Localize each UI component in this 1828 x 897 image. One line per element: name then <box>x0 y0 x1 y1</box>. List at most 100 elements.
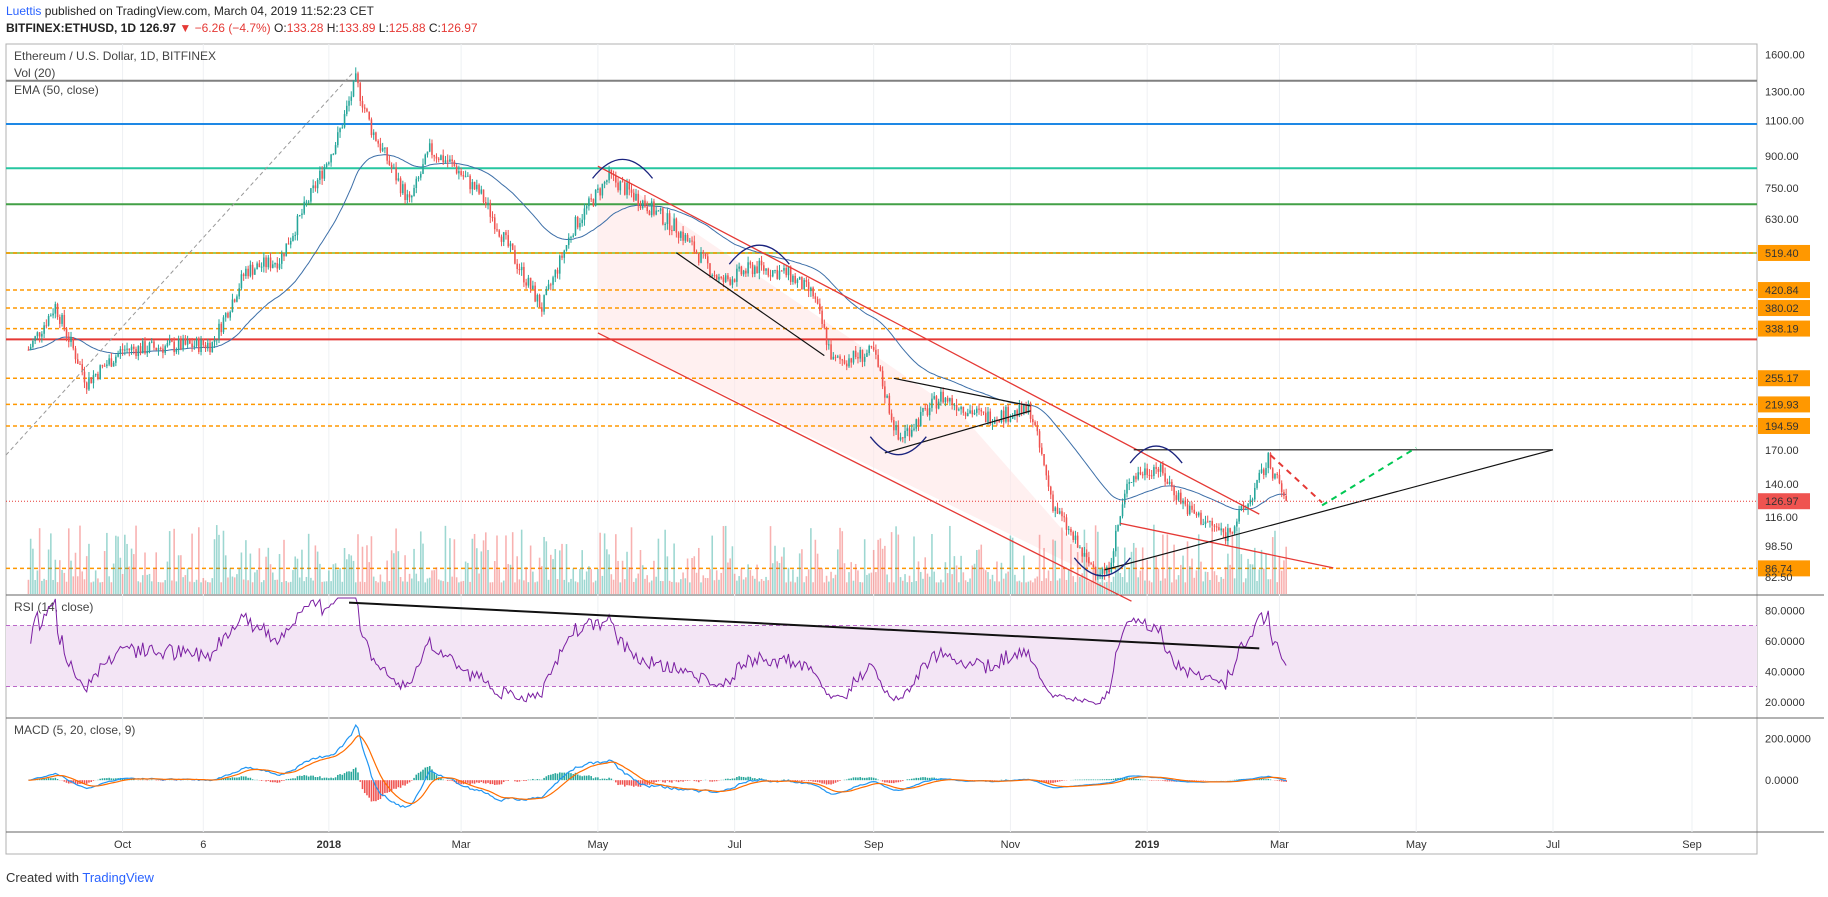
macd-hist-bar <box>1171 780 1173 782</box>
volume-bar <box>375 581 377 594</box>
macd-hist-bar <box>579 775 581 781</box>
candle-body <box>825 327 828 345</box>
volume-bar <box>119 557 122 594</box>
macd-hist-bar <box>1085 779 1088 781</box>
macd-hist-bar <box>332 778 335 781</box>
candle-body <box>287 243 290 245</box>
volume-bar <box>88 543 90 594</box>
macd-hist-bar <box>1164 780 1166 782</box>
candle-body <box>650 201 653 216</box>
volume-bar <box>1265 554 1267 594</box>
macd-hist-bar <box>861 777 864 781</box>
macd-hist-bar <box>807 780 810 782</box>
macd-hist-bar <box>467 780 469 783</box>
candle-body <box>72 337 75 349</box>
macd-hist-bar <box>866 777 868 781</box>
volume-bar <box>328 570 330 594</box>
macd-hist-bar <box>404 780 406 786</box>
macd-hist-bar <box>852 777 855 781</box>
candle-body <box>547 284 550 290</box>
candle-body <box>610 169 613 174</box>
candle-body <box>491 216 494 218</box>
price-axis-label: 98.50 <box>1765 541 1793 553</box>
candle-body <box>29 346 32 350</box>
volume-bar <box>462 580 465 594</box>
macd-hist-bar <box>592 778 595 781</box>
macd-hist-bar <box>316 777 319 781</box>
macd-hist-bar <box>565 772 568 781</box>
volume-bar <box>637 573 640 594</box>
candle-body <box>969 410 971 414</box>
volume-bar <box>52 579 54 594</box>
macd-hist-bar <box>543 777 545 781</box>
candle-body <box>720 276 722 278</box>
volume-bar <box>722 526 725 594</box>
macd-hist-bar <box>881 780 884 782</box>
volume-bar <box>180 555 182 594</box>
candle-body <box>393 167 395 169</box>
level-price-tag <box>1758 300 1810 317</box>
candle-body <box>1213 525 1216 527</box>
candle-body <box>1191 505 1193 510</box>
candle-body <box>1043 454 1045 466</box>
candle-body <box>1110 562 1113 573</box>
candle-body <box>879 366 882 371</box>
macd-hist-bar <box>458 780 460 784</box>
macd-hist-bar <box>413 777 415 781</box>
volume-bar <box>928 576 931 594</box>
volume-bar <box>305 576 308 594</box>
candle-body <box>1227 528 1229 541</box>
candle-body <box>397 178 400 181</box>
candle-body <box>61 314 63 324</box>
volume-bar <box>493 561 496 594</box>
volume-bar <box>644 578 646 594</box>
candle-body <box>213 340 216 343</box>
volume-bar <box>507 564 509 594</box>
volume-bar <box>1211 527 1213 594</box>
volume-bar <box>783 547 785 594</box>
candle-body <box>1265 467 1267 476</box>
candle-body <box>621 181 624 183</box>
volume-bar <box>404 555 406 594</box>
candle-body <box>1211 520 1213 526</box>
volume-bar <box>931 534 933 594</box>
volume-bar <box>1251 564 1254 594</box>
volume-bar <box>159 582 162 594</box>
macd-hist-bar <box>615 780 617 783</box>
candle-body <box>700 251 702 263</box>
volume-bar <box>38 528 41 594</box>
price-axis-label: 1100.00 <box>1765 116 1804 128</box>
volume-bar <box>870 572 873 594</box>
author-link[interactable]: Luettis <box>6 4 42 18</box>
tradingview-logo[interactable]: TradingView <box>82 870 154 885</box>
volume-bar <box>350 555 353 594</box>
candle-body <box>711 275 714 277</box>
volume-bar <box>845 582 848 594</box>
x-tick-label: Oct <box>114 839 131 851</box>
candle-body <box>88 377 90 390</box>
volume-bar <box>45 580 48 594</box>
candle-body <box>1171 481 1173 487</box>
candle-body <box>1200 512 1202 525</box>
volume-bar <box>453 539 456 594</box>
macd-hist-bar <box>895 780 897 783</box>
candle-body <box>110 358 113 367</box>
x-tick-label: Jul <box>1546 839 1560 851</box>
volume-bar <box>740 568 743 594</box>
volume-bar <box>834 574 837 594</box>
volume-bar <box>511 532 514 594</box>
candle-body <box>85 382 88 390</box>
candle-body <box>807 281 810 292</box>
macd-hist-bar <box>417 772 420 781</box>
volume-bar <box>189 581 191 594</box>
volume-bar <box>1180 564 1182 594</box>
volume-bar <box>940 579 942 594</box>
candle-body <box>944 397 947 403</box>
macd-hist-bar <box>825 780 828 785</box>
macd-hist-bar <box>314 777 317 781</box>
volume-bar <box>1023 555 1025 594</box>
macd-hist-bar <box>931 777 933 781</box>
macd-hist-bar <box>908 779 911 781</box>
chart-canvas[interactable]: Oct 6 2018 Mar May Jul Sep Nov 2019 Mar May Jul Sep1… <box>0 42 1828 864</box>
price-axis-label: 126.97 <box>1765 496 1799 508</box>
